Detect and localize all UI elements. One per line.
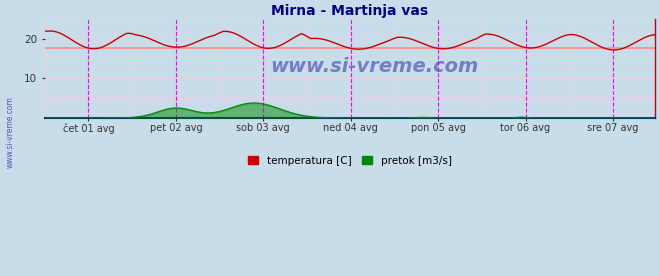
- Title: Mirna - Martinja vas: Mirna - Martinja vas: [272, 4, 428, 18]
- Text: www.si-vreme.com: www.si-vreme.com: [5, 97, 14, 168]
- Text: www.si-vreme.com: www.si-vreme.com: [270, 57, 479, 76]
- Legend: temperatura [C], pretok [m3/s]: temperatura [C], pretok [m3/s]: [244, 152, 456, 170]
